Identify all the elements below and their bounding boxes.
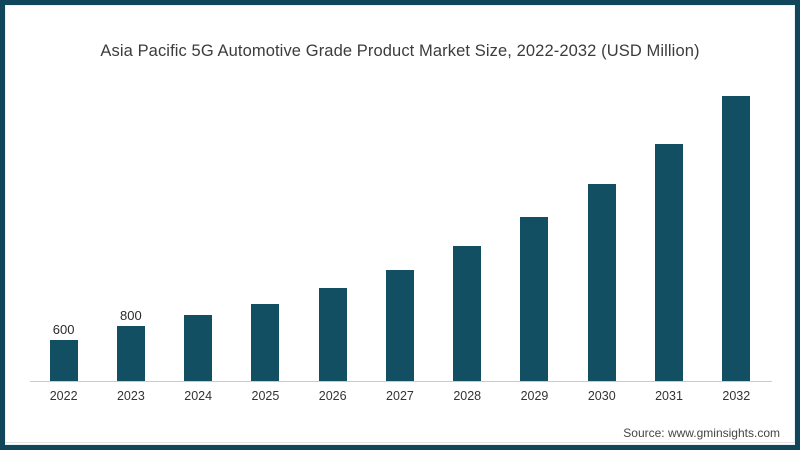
x-tick-label: 2028: [453, 389, 482, 403]
bar-2024: [184, 315, 213, 381]
bar-slot: [165, 315, 232, 381]
x-tick-label: 2031: [655, 389, 683, 403]
x-tick-label: 2024: [184, 389, 213, 403]
bar-2029: [520, 216, 549, 381]
bar-2030: [587, 183, 616, 381]
bar-slot: [299, 287, 366, 381]
bar-2026: [318, 287, 347, 381]
x-tick-label: 2025: [251, 389, 280, 403]
bar-slot: 600: [30, 323, 97, 381]
bars-row: 600 800: [30, 5, 770, 381]
bar-slot: [568, 183, 635, 381]
bar-2022: [49, 339, 78, 381]
x-tick-label: 2030: [587, 389, 616, 403]
bar-2025: [251, 303, 280, 381]
bar-2023: [116, 325, 145, 381]
bar-2031: [655, 144, 684, 381]
x-axis-line: [30, 381, 772, 382]
bar-slot: [232, 303, 299, 381]
bar-slot: [703, 95, 770, 381]
x-tick-label: 2032: [722, 389, 751, 403]
chart-title: Asia Pacific 5G Automotive Grade Product…: [100, 42, 700, 60]
bar-value-label: 800: [120, 307, 142, 323]
x-tick-label: 2027: [386, 389, 414, 403]
x-tick-label: 2029: [520, 389, 549, 403]
bar-slot: [501, 216, 568, 381]
bar-slot: 800: [97, 309, 164, 381]
x-tick-label: 2026: [318, 389, 347, 403]
bar-2027: [385, 269, 414, 381]
footer-divider: [5, 442, 795, 443]
bar-value-label: 600: [52, 321, 75, 337]
bar-2032: [722, 95, 751, 381]
source-attribution: Source: www.gminsights.com: [623, 426, 780, 440]
bar-2028: [453, 246, 482, 381]
x-axis-labels: 2022 2023 2024 2025 2026 2027 2028 2029 2030 2031…: [30, 389, 770, 403]
x-tick-label: 2023: [116, 389, 145, 403]
plot-area: 600 800 2022 2023 2024 2025 2026 2027 2028 2029 2…: [30, 5, 772, 445]
bar-slot: [434, 246, 501, 381]
bar-slot: [635, 144, 702, 381]
bar-slot: [366, 269, 433, 381]
x-tick-label: 2022: [49, 389, 78, 403]
